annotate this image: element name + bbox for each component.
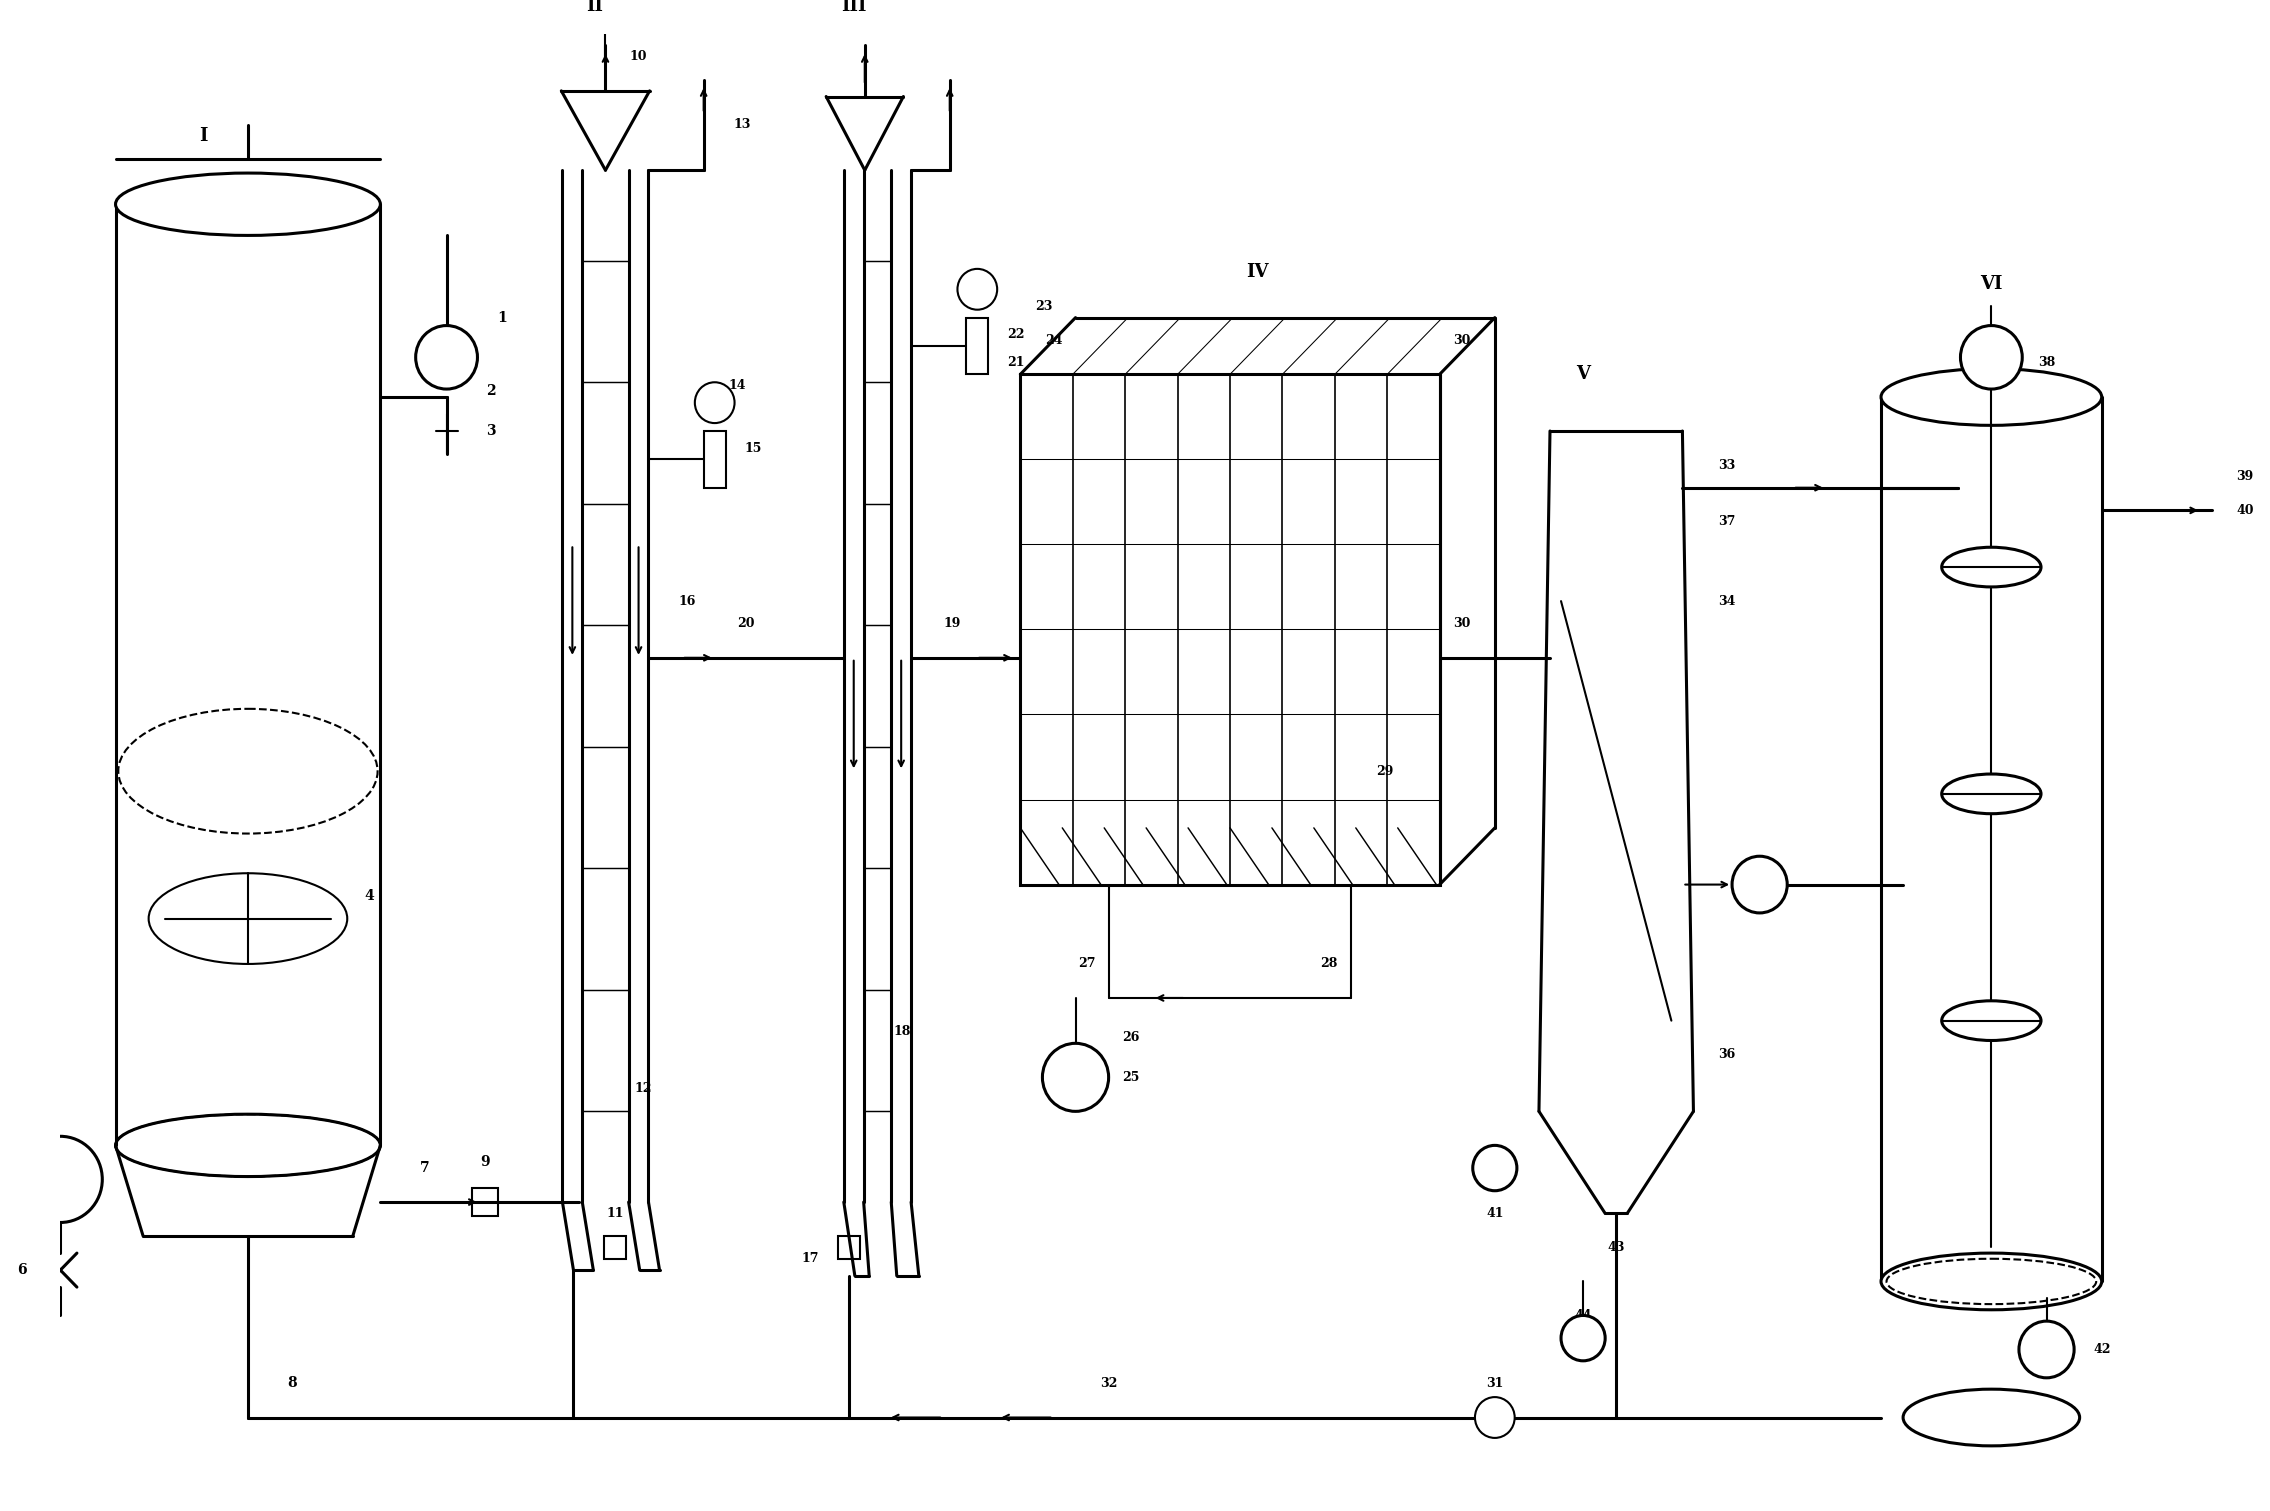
Text: 24: 24	[1044, 334, 1062, 348]
Text: 14: 14	[729, 379, 745, 393]
Text: 21: 21	[1008, 357, 1024, 370]
Ellipse shape	[148, 873, 347, 964]
Text: V: V	[1575, 366, 1589, 384]
Text: 40: 40	[2236, 503, 2254, 517]
Text: 27: 27	[1078, 958, 1096, 970]
Text: 7: 7	[420, 1160, 429, 1176]
Circle shape	[1961, 325, 2023, 388]
Text: III: III	[840, 0, 867, 15]
Text: 36: 36	[1718, 1049, 1734, 1061]
Ellipse shape	[1941, 774, 2041, 814]
Text: 16: 16	[679, 595, 697, 607]
Text: 10: 10	[629, 50, 647, 63]
Text: 6: 6	[16, 1263, 27, 1277]
Text: 15: 15	[745, 441, 763, 455]
Ellipse shape	[1941, 547, 2041, 586]
Text: IV: IV	[1246, 263, 1269, 281]
Circle shape	[1473, 1145, 1516, 1191]
Text: 28: 28	[1321, 958, 1337, 970]
Circle shape	[1476, 1398, 1514, 1438]
Bar	[604, 1236, 627, 1259]
Text: 37: 37	[1718, 515, 1734, 529]
Text: 39: 39	[2236, 470, 2254, 484]
Text: 4: 4	[365, 888, 375, 904]
Ellipse shape	[1882, 369, 2102, 426]
Text: 25: 25	[1121, 1071, 1140, 1083]
Text: 13: 13	[733, 118, 751, 131]
Text: 34: 34	[1718, 595, 1734, 607]
Circle shape	[2018, 1321, 2075, 1378]
Text: 12: 12	[633, 1082, 651, 1095]
Text: 8: 8	[288, 1377, 297, 1390]
Bar	[472, 1189, 499, 1216]
Circle shape	[18, 1136, 102, 1222]
Ellipse shape	[1882, 1253, 2102, 1310]
Text: VI: VI	[1979, 275, 2002, 293]
Circle shape	[415, 325, 477, 388]
Text: 30: 30	[1453, 334, 1471, 348]
Text: 9: 9	[481, 1156, 490, 1170]
Text: 41: 41	[1487, 1207, 1503, 1219]
Text: 38: 38	[2038, 357, 2054, 370]
Ellipse shape	[1941, 1000, 2041, 1041]
Circle shape	[1562, 1316, 1605, 1361]
Circle shape	[1042, 1043, 1108, 1112]
Text: 22: 22	[1008, 328, 1024, 341]
Text: 33: 33	[1718, 458, 1734, 471]
Text: 19: 19	[944, 618, 960, 630]
Text: I: I	[200, 127, 209, 145]
Bar	[1019, 375, 1439, 884]
Text: 3: 3	[486, 425, 495, 438]
Ellipse shape	[1902, 1389, 2079, 1446]
Text: 42: 42	[2093, 1343, 2111, 1355]
Bar	[704, 431, 726, 488]
Text: II: II	[586, 0, 604, 15]
Text: 44: 44	[1575, 1309, 1591, 1322]
Circle shape	[1732, 857, 1786, 913]
Text: 11: 11	[606, 1207, 624, 1219]
Text: 18: 18	[894, 1026, 910, 1038]
Text: 1: 1	[497, 311, 506, 325]
Circle shape	[958, 269, 997, 310]
Bar	[838, 1236, 860, 1259]
Text: 23: 23	[1035, 299, 1053, 313]
Text: 2: 2	[486, 384, 495, 399]
Text: 43: 43	[1607, 1241, 1625, 1254]
Circle shape	[695, 382, 735, 423]
Ellipse shape	[116, 174, 381, 236]
Text: 20: 20	[738, 618, 756, 630]
Text: 35: 35	[1487, 1150, 1503, 1163]
Bar	[967, 317, 987, 375]
Text: 29: 29	[1376, 765, 1394, 778]
Text: 26: 26	[1121, 1031, 1140, 1044]
Text: 30: 30	[1453, 618, 1471, 630]
Text: 17: 17	[801, 1253, 819, 1265]
Text: 31: 31	[1487, 1377, 1503, 1390]
Text: 32: 32	[1101, 1377, 1117, 1390]
